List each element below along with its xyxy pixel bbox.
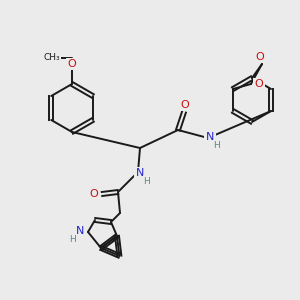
Text: CH₃: CH₃	[44, 53, 60, 62]
Text: N: N	[136, 168, 144, 178]
Text: N: N	[206, 132, 214, 142]
Text: H: H	[213, 142, 219, 151]
Text: O: O	[181, 100, 189, 110]
Text: O: O	[90, 189, 98, 199]
Text: H: H	[70, 236, 76, 244]
Text: O: O	[256, 52, 264, 62]
Text: O: O	[255, 79, 263, 89]
Text: O: O	[68, 59, 76, 69]
Text: H: H	[144, 176, 150, 185]
Text: N: N	[76, 226, 84, 236]
